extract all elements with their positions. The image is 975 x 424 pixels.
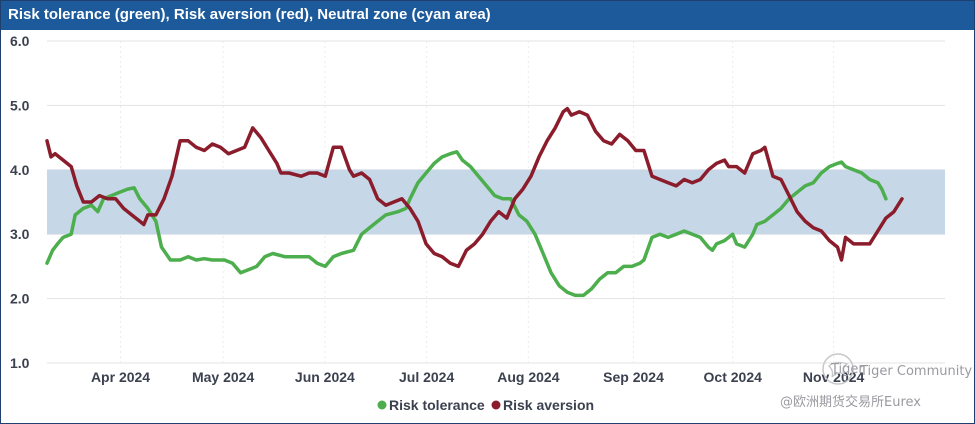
x-tick-label-7: Nov 2024 [803, 369, 865, 385]
legend-label-risk-tolerance: Risk tolerance [389, 397, 485, 413]
series-line-risk-tolerance [45, 150, 888, 298]
watermark: Tiger Tiger Community @欧洲期货交易所Eurex [780, 353, 972, 410]
x-tick-label-0: Apr 2024 [91, 369, 150, 385]
x-tick-label-3: Jul 2024 [399, 369, 454, 385]
neutral-zone-band [47, 169, 945, 235]
chart-title: Risk tolerance (green), Risk aversion (r… [8, 6, 491, 23]
legend-item-risk-tolerance[interactable]: Risk tolerance [377, 397, 485, 413]
x-axis: Apr 2024 May 2024 Jun 2024 Jul 2024 Aug 2024… [91, 369, 865, 385]
watermark-handle: @欧洲期货交易所Eurex [780, 394, 921, 410]
tiger-logo-icon: Tiger [822, 353, 864, 385]
chart-title-bar: Risk tolerance (green), Risk aversion (r… [1, 1, 974, 30]
x-tick-label-2: Jun 2024 [295, 369, 355, 385]
legend: Risk tolerance Risk aversion [377, 397, 595, 413]
x-tick-label-6: Oct 2024 [704, 369, 763, 385]
y-axis: 1.0 2.0 3.0 4.0 5.0 6.0 [10, 33, 30, 371]
legend-item-risk-aversion[interactable]: Risk aversion [491, 397, 595, 413]
x-tick-label-1: May 2024 [192, 369, 254, 385]
legend-marker-risk-tolerance [377, 400, 387, 410]
watermark-logo-text: Tiger [830, 362, 864, 377]
y-tick-label-3: 4.0 [10, 162, 30, 178]
x-tick-label-4: Aug 2024 [497, 369, 559, 385]
legend-marker-risk-aversion [491, 400, 501, 410]
legend-label-risk-aversion: Risk aversion [503, 397, 594, 413]
y-tick-label-1: 2.0 [10, 291, 30, 307]
y-tick-label-2: 3.0 [10, 226, 30, 242]
y-tick-label-4: 5.0 [10, 97, 30, 113]
y-tick-label-5: 6.0 [10, 33, 30, 49]
series-line-risk-aversion [45, 106, 904, 269]
watermark-community: Tiger Community [859, 364, 972, 379]
y-tick-label-0: 1.0 [10, 355, 30, 371]
series-layer [45, 106, 904, 298]
x-tick-label-5: Sep 2024 [603, 369, 664, 385]
